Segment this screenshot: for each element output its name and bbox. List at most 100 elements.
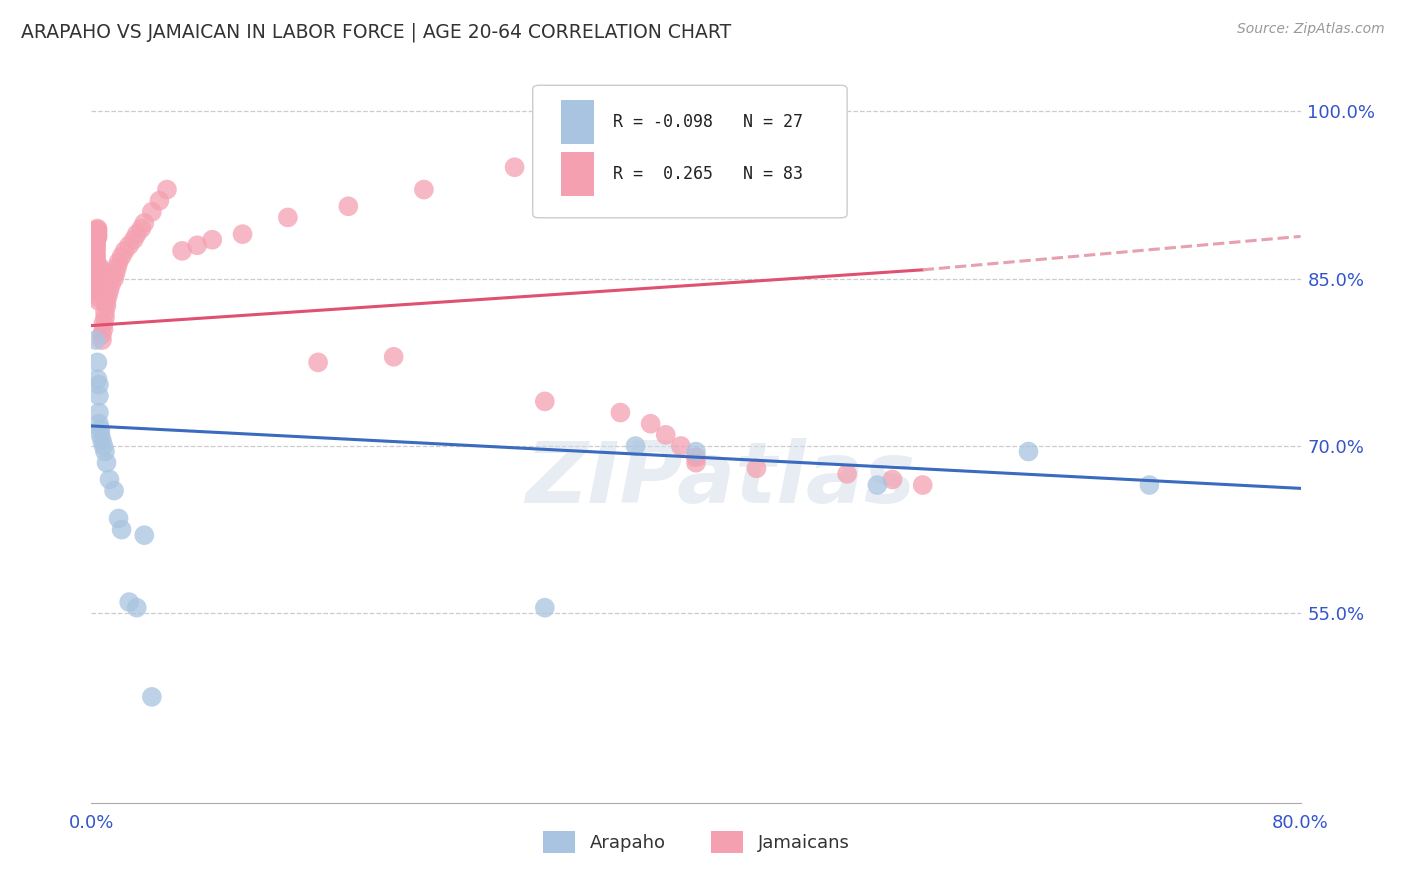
Text: Source: ZipAtlas.com: Source: ZipAtlas.com bbox=[1237, 22, 1385, 37]
Point bbox=[533, 600, 555, 615]
Point bbox=[84, 247, 107, 261]
Point bbox=[89, 266, 111, 280]
Point bbox=[172, 244, 194, 258]
Point bbox=[118, 238, 141, 252]
Point bbox=[111, 249, 132, 264]
Point bbox=[86, 228, 108, 243]
Text: R =  0.265   N = 83: R = 0.265 N = 83 bbox=[613, 165, 803, 183]
Point bbox=[89, 262, 111, 277]
Point bbox=[93, 316, 115, 330]
Point bbox=[277, 211, 299, 225]
Point bbox=[98, 472, 121, 486]
Point bbox=[84, 255, 107, 269]
Point bbox=[89, 422, 111, 436]
Point bbox=[1018, 444, 1040, 458]
Point bbox=[87, 279, 110, 293]
Point bbox=[685, 450, 707, 464]
FancyBboxPatch shape bbox=[561, 152, 595, 195]
Point bbox=[84, 262, 107, 277]
Point bbox=[156, 182, 179, 196]
Point bbox=[86, 221, 108, 235]
Point bbox=[86, 227, 108, 241]
Point bbox=[107, 255, 129, 269]
Point bbox=[91, 434, 114, 448]
Point bbox=[94, 444, 117, 458]
Point bbox=[84, 260, 107, 275]
Point bbox=[100, 277, 122, 292]
Point bbox=[125, 600, 148, 615]
Point bbox=[96, 298, 118, 313]
Point bbox=[89, 260, 111, 275]
Point bbox=[87, 389, 110, 403]
Point bbox=[609, 405, 631, 419]
Point bbox=[201, 233, 224, 247]
Point bbox=[1139, 478, 1161, 492]
Point bbox=[134, 216, 156, 230]
Point bbox=[105, 260, 128, 275]
Text: ARAPAHO VS JAMAICAN IN LABOR FORCE | AGE 20-64 CORRELATION CHART: ARAPAHO VS JAMAICAN IN LABOR FORCE | AGE… bbox=[21, 22, 731, 42]
Point bbox=[97, 288, 120, 302]
Point bbox=[337, 199, 360, 213]
Point bbox=[87, 293, 110, 308]
Point bbox=[413, 182, 436, 196]
Point bbox=[86, 222, 108, 236]
Point bbox=[866, 478, 889, 492]
Point bbox=[84, 244, 107, 258]
FancyBboxPatch shape bbox=[561, 100, 595, 145]
Point bbox=[98, 283, 121, 297]
Point bbox=[96, 456, 118, 470]
Text: ZIPatlas: ZIPatlas bbox=[524, 437, 915, 521]
Point bbox=[84, 242, 107, 256]
Point bbox=[125, 227, 148, 241]
Point bbox=[87, 271, 110, 285]
Point bbox=[186, 238, 208, 252]
Point bbox=[111, 523, 132, 537]
Point bbox=[118, 595, 141, 609]
Point bbox=[86, 355, 108, 369]
Point bbox=[84, 333, 107, 347]
Point bbox=[685, 444, 707, 458]
Point bbox=[107, 511, 129, 525]
Point bbox=[129, 221, 152, 235]
Point bbox=[94, 305, 117, 319]
Point bbox=[533, 394, 555, 409]
Point bbox=[87, 417, 110, 431]
Point bbox=[96, 293, 118, 308]
Point bbox=[624, 439, 647, 453]
Point bbox=[87, 274, 110, 288]
Point bbox=[86, 229, 108, 244]
Point bbox=[141, 204, 163, 219]
Point bbox=[87, 269, 110, 284]
Point bbox=[84, 239, 107, 253]
Point bbox=[654, 428, 676, 442]
Point bbox=[84, 238, 107, 252]
Point bbox=[83, 283, 105, 297]
Point bbox=[745, 461, 768, 475]
Point bbox=[104, 266, 127, 280]
Point bbox=[87, 277, 110, 292]
Point bbox=[87, 405, 110, 419]
Point bbox=[911, 478, 934, 492]
Point bbox=[141, 690, 163, 704]
Point bbox=[93, 322, 115, 336]
Point bbox=[87, 283, 110, 297]
Point bbox=[87, 377, 110, 392]
Point bbox=[83, 266, 105, 280]
Point bbox=[114, 244, 136, 258]
Point bbox=[382, 350, 405, 364]
Point bbox=[91, 333, 114, 347]
Point bbox=[86, 230, 108, 244]
Point bbox=[84, 252, 107, 266]
Point bbox=[84, 233, 107, 247]
Point bbox=[84, 258, 107, 272]
Point bbox=[103, 483, 125, 498]
Point bbox=[94, 310, 117, 325]
Point bbox=[685, 456, 707, 470]
Point bbox=[84, 234, 107, 248]
Point bbox=[86, 224, 108, 238]
Point bbox=[148, 194, 170, 208]
Point bbox=[86, 372, 108, 386]
Point bbox=[134, 528, 156, 542]
Point bbox=[89, 268, 111, 283]
Point bbox=[89, 428, 111, 442]
